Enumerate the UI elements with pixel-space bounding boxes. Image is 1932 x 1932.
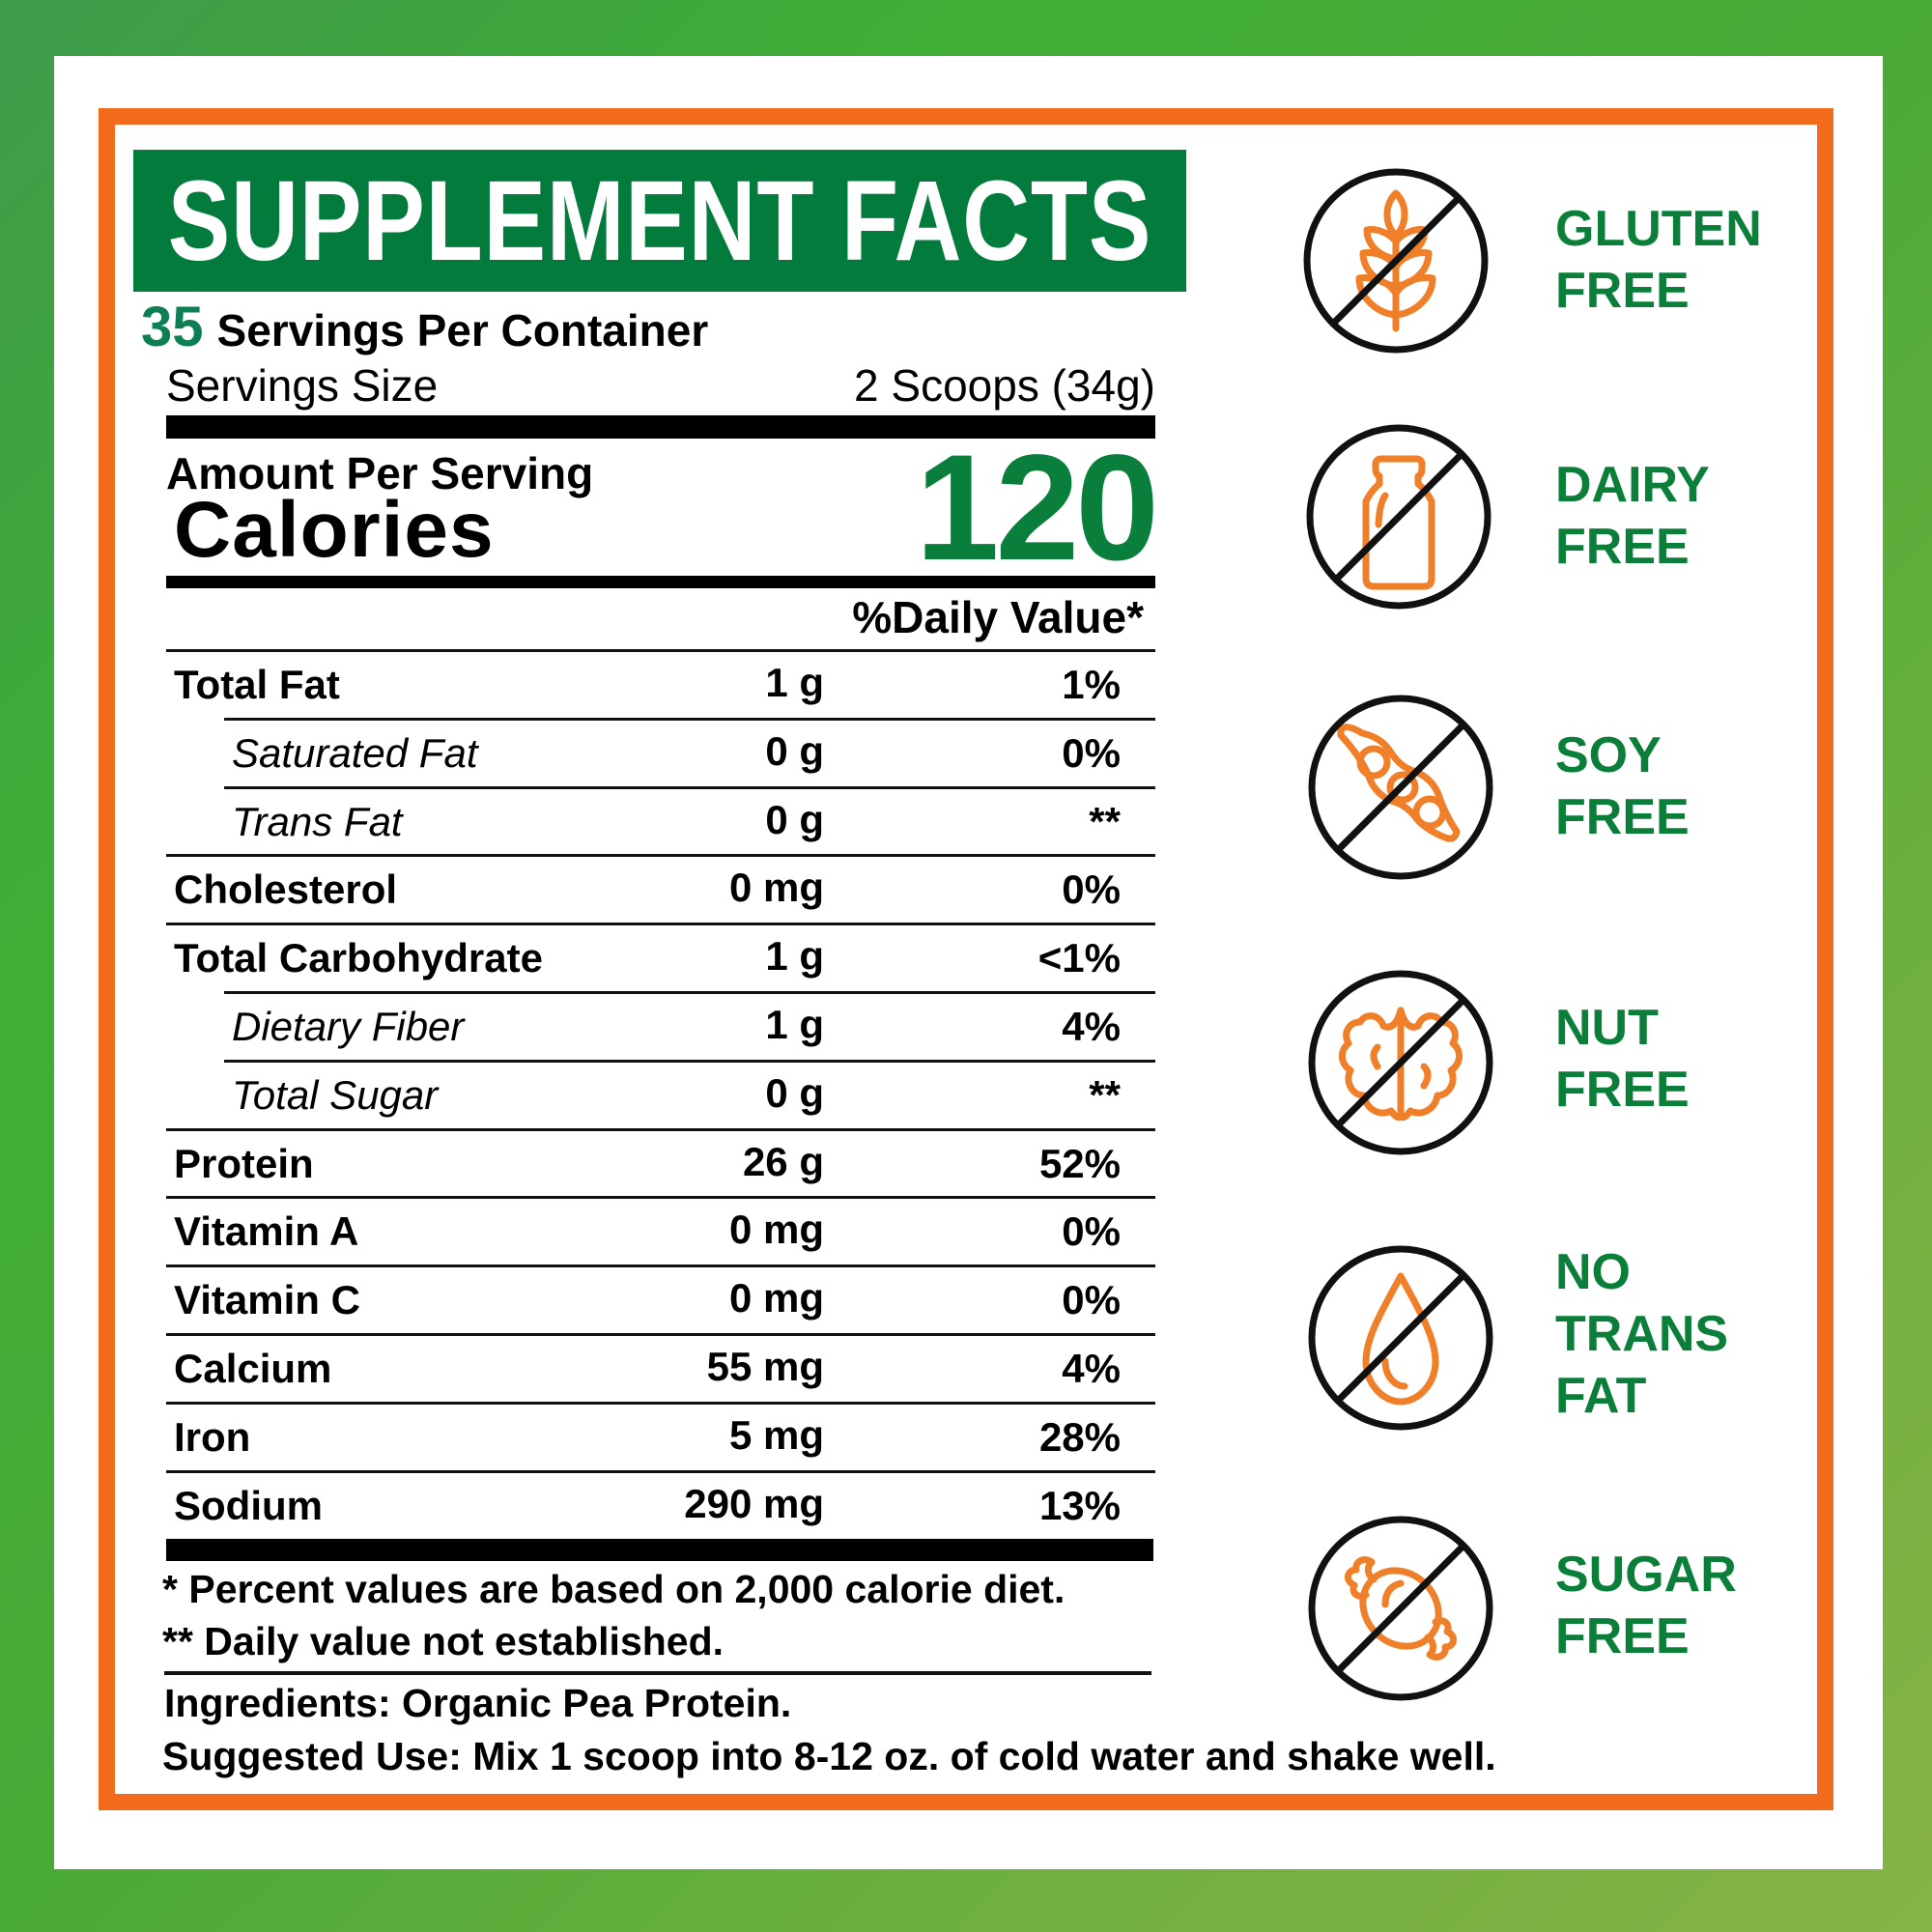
servings-per-container-label: Servings Per Container (216, 305, 709, 355)
table-row: Trans Fat 0 g ** (224, 785, 1155, 855)
nutrient-dv: ** (1089, 798, 1121, 844)
nutrient-name: Total Fat (174, 662, 340, 707)
nutrient-name: Total Carbohydrate (174, 935, 543, 981)
footnote-divider (164, 1671, 1151, 1675)
wheat-icon (1303, 168, 1489, 354)
nutrient-name: Cholesterol (174, 867, 398, 913)
oil-drop-icon (1308, 1245, 1493, 1431)
nutrient-amount: 55 mg (706, 1343, 824, 1389)
serving-size-label: Servings Size (166, 360, 439, 411)
soy-free-label: SOY FREE (1555, 727, 1690, 845)
percent-footnote: * Percent values are based on 2,000 calo… (162, 1567, 1065, 1611)
table-row: Vitamin A 0 mg 0% (166, 1196, 1155, 1264)
table-row: Total Sugar 0 g ** (224, 1059, 1155, 1128)
amount-per-serving-label: Amount Per Serving (166, 448, 594, 498)
nut-free-label: NUT FREE (1555, 1000, 1690, 1118)
nutrient-dv: 0% (1062, 867, 1121, 913)
nut-free-badge (1304, 966, 1497, 1164)
servings-count: 35 (141, 296, 204, 358)
table-row: Total Fat 1 g 1% (166, 649, 1155, 718)
nutrient-dv: 13% (1038, 1482, 1121, 1528)
candy-icon (1308, 1516, 1493, 1701)
nutrient-amount: 290 mg (684, 1480, 824, 1526)
nutrient-amount: 26 g (742, 1138, 824, 1184)
no-trans-fat-badge (1304, 1241, 1497, 1439)
table-row: Iron 5 mg 28% (166, 1401, 1155, 1470)
nutrient-name: Calcium (174, 1345, 332, 1391)
servings-per-container: 35 Servings Per Container (141, 295, 708, 359)
table-row: Saturated Fat 0 g 0% (224, 717, 1155, 786)
daily-value-footnote: ** Daily value not established. (162, 1619, 724, 1663)
nutrient-name: Iron (174, 1413, 251, 1460)
nutrient-name: Trans Fat (232, 798, 403, 844)
nutrient-dv: 52% (1038, 1140, 1121, 1186)
suggested-use-text: Suggested Use: Mix 1 scoop into 8-12 oz.… (162, 1734, 1496, 1778)
calories-label: Calories (174, 486, 495, 574)
milk-bottle-icon (1306, 424, 1492, 610)
thick-divider-bottom (166, 1539, 1153, 1561)
orange-frame (99, 108, 1833, 1810)
nutrient-name: Vitamin C (174, 1277, 360, 1323)
table-row: Dietary Fiber 1 g 4% (224, 990, 1155, 1060)
nutrient-dv: 28% (1038, 1413, 1121, 1460)
calories-value: 120 (915, 424, 1159, 592)
nutrient-table: Total Fat 1 g 1% Saturated Fat 0 g 0% Tr… (166, 649, 1155, 1538)
nutrient-name: Dietary Fiber (232, 1003, 465, 1049)
nutrient-amount: 1 g (765, 1001, 824, 1047)
table-row: Sodium 290 mg 13% (166, 1469, 1155, 1539)
nutrient-name: Sodium (174, 1482, 323, 1528)
nutrient-amount: 5 mg (728, 1411, 824, 1458)
nutrient-dv: 0% (1062, 1208, 1121, 1255)
nutrient-amount: 0 g (765, 1069, 824, 1116)
ingredients-text: Ingredients: Organic Pea Protein. (164, 1681, 792, 1725)
table-row: Protein 26 g 52% (166, 1127, 1155, 1197)
walnut-icon (1308, 970, 1493, 1155)
dairy-free-label: DAIRY FREE (1555, 457, 1710, 575)
nutrient-dv: ** (1089, 1071, 1121, 1118)
medium-divider (166, 576, 1155, 588)
nutrient-amount: 0 mg (728, 865, 824, 911)
table-row: Cholesterol 0 mg 0% (166, 854, 1155, 923)
nutrient-amount: 0 g (765, 727, 824, 774)
gluten-free-badge (1299, 164, 1492, 362)
sugar-free-badge (1304, 1512, 1497, 1710)
nutrient-name: Vitamin A (174, 1208, 359, 1255)
soybean-pod-icon (1308, 695, 1493, 880)
table-row: Vitamin C 0 mg 0% (166, 1264, 1155, 1333)
dairy-free-badge (1302, 420, 1495, 618)
nutrient-amount: 1 g (765, 933, 824, 980)
no-trans-fat-label: NO TRANS FAT (1555, 1244, 1729, 1424)
nutrient-amount: 0 mg (728, 1207, 824, 1253)
nutrient-name: Protein (174, 1140, 314, 1186)
nutrient-dv: 4% (1062, 1345, 1121, 1391)
page-title: SUPPLEMENT FACTS (167, 156, 1152, 285)
nutrient-dv: 4% (1062, 1003, 1121, 1049)
nutrient-amount: 0 g (765, 796, 824, 842)
sugar-free-label: SUGAR FREE (1555, 1547, 1737, 1664)
nutrient-amount: 0 mg (728, 1275, 824, 1321)
serving-size-value: 2 Scoops (34g) (854, 360, 1155, 411)
nutrient-amount: 1 g (765, 660, 824, 705)
daily-value-header: %Daily Value* (852, 592, 1144, 642)
title-banner: SUPPLEMENT FACTS (133, 150, 1186, 292)
nutrient-name: Total Sugar (232, 1071, 439, 1118)
nutrient-name: Saturated Fat (232, 729, 478, 776)
table-row: Total Carbohydrate 1 g <1% (166, 923, 1155, 991)
nutrient-dv: <1% (1037, 935, 1121, 981)
table-row: Calcium 55 mg 4% (166, 1332, 1155, 1402)
thick-divider (166, 415, 1155, 439)
soy-free-badge (1304, 691, 1497, 889)
gluten-free-label: GLUTEN FREE (1555, 201, 1762, 319)
nutrient-dv: 1% (1062, 662, 1121, 707)
nutrient-dv: 0% (1062, 729, 1121, 776)
nutrient-dv: 0% (1062, 1277, 1121, 1323)
